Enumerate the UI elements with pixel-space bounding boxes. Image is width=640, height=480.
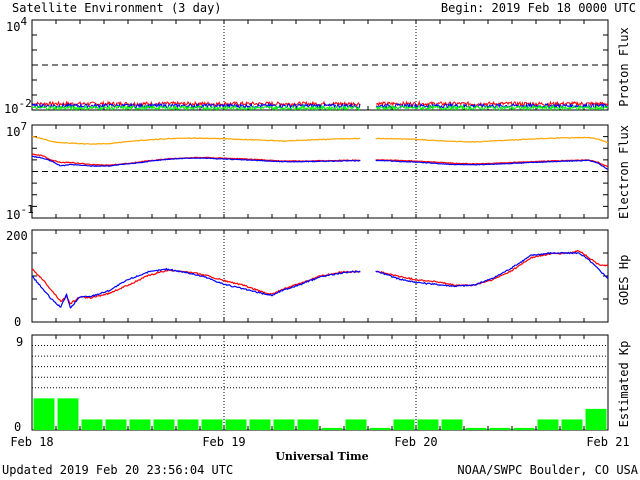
panel-frame: [31, 19, 609, 111]
kp-bar: [441, 419, 463, 430]
kp-bar: [585, 408, 607, 430]
kp-bar: [201, 419, 223, 430]
kp-bar: [153, 419, 175, 430]
y-tick-label: 10-2: [4, 97, 32, 116]
electron-series-orange: [31, 135, 609, 145]
proton-series-red: [31, 99, 609, 108]
kp-bar: [537, 419, 559, 430]
chart-title: Satellite Environment (3 day): [12, 1, 222, 15]
x-tick-label: Feb 19: [202, 435, 245, 449]
y-tick-label: 200: [6, 229, 28, 243]
kp-bar: [561, 419, 583, 430]
kp-bar: [33, 398, 55, 430]
kp-bar: [489, 427, 511, 430]
y-tick-label: 9: [16, 335, 23, 349]
kp-bar: [129, 419, 151, 430]
kp-bar: [273, 419, 295, 430]
y-tick-label: 104: [6, 15, 27, 34]
kp-bar: [345, 419, 367, 430]
kp-bar: [81, 419, 103, 430]
kp-bar: [369, 427, 391, 430]
x-tick-label: Feb 20: [394, 435, 437, 449]
electron-series-blue: [31, 155, 609, 171]
proton-series-green: [31, 104, 609, 112]
estimated-kp-ylabel: Estimated Kp: [617, 341, 631, 428]
source-label: NOAA/SWPC Boulder, CO USA: [457, 463, 638, 477]
panel-frame: [31, 334, 609, 431]
hp-series-blue: [31, 251, 609, 309]
kp-bar: [249, 419, 271, 430]
kp-bar: [177, 419, 199, 430]
y-tick-label: 0: [14, 420, 21, 434]
kp-bar: [465, 427, 487, 430]
y-tick-label: 107: [6, 120, 27, 139]
kp-bar: [57, 398, 79, 430]
kp-bar: [225, 419, 247, 430]
kp-bar: [297, 419, 319, 430]
y-tick-label: 0: [14, 315, 21, 329]
kp-bar: [393, 419, 415, 430]
goes-hp-ylabel: GOES Hp: [617, 255, 631, 306]
kp-bar: [417, 419, 439, 430]
x-tick-label: Feb 21: [586, 435, 629, 449]
kp-bar: [321, 427, 343, 430]
electron-flux-ylabel: Electron Flux: [617, 125, 631, 219]
kp-bar: [513, 427, 535, 430]
proton-flux-ylabel: Proton Flux: [617, 27, 631, 106]
begin-label: Begin: 2019 Feb 18 0000 UTC: [441, 1, 636, 15]
updated-label: Updated 2019 Feb 20 23:56:04 UTC: [2, 463, 233, 477]
y-tick-label: 10-1: [6, 203, 34, 222]
x-tick-label: Feb 18: [10, 435, 53, 449]
x-axis-label: Universal Time: [275, 450, 368, 463]
kp-bar: [105, 419, 127, 430]
